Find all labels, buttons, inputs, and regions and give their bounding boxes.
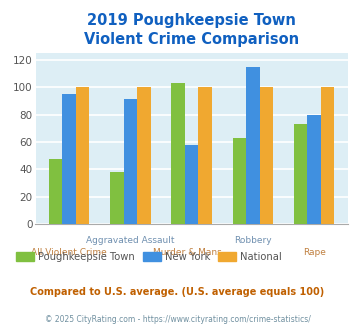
- Text: Compared to U.S. average. (U.S. average equals 100): Compared to U.S. average. (U.S. average …: [31, 287, 324, 297]
- Text: © 2025 CityRating.com - https://www.cityrating.com/crime-statistics/: © 2025 CityRating.com - https://www.city…: [45, 315, 310, 324]
- Bar: [110, 172, 124, 224]
- Title: 2019 Poughkeepsie Town
Violent Crime Comparison: 2019 Poughkeepsie Town Violent Crime Com…: [84, 13, 299, 48]
- Bar: [124, 99, 137, 224]
- Bar: [294, 124, 307, 224]
- Bar: [233, 138, 246, 224]
- Bar: [137, 87, 151, 224]
- Bar: [198, 87, 212, 224]
- Bar: [185, 145, 198, 224]
- Bar: [246, 67, 260, 224]
- Bar: [62, 94, 76, 224]
- Text: All Violent Crime: All Violent Crime: [31, 248, 107, 257]
- Bar: [307, 115, 321, 224]
- Text: Aggravated Assault: Aggravated Assault: [86, 236, 175, 245]
- Text: Murder & Mans...: Murder & Mans...: [153, 248, 230, 257]
- Bar: [321, 87, 334, 224]
- Bar: [76, 87, 89, 224]
- Bar: [260, 87, 273, 224]
- Bar: [171, 83, 185, 224]
- Text: Robbery: Robbery: [234, 236, 272, 245]
- Text: Rape: Rape: [303, 248, 326, 257]
- Legend: Poughkeepsie Town, New York, National: Poughkeepsie Town, New York, National: [12, 248, 286, 266]
- Bar: [49, 158, 62, 224]
